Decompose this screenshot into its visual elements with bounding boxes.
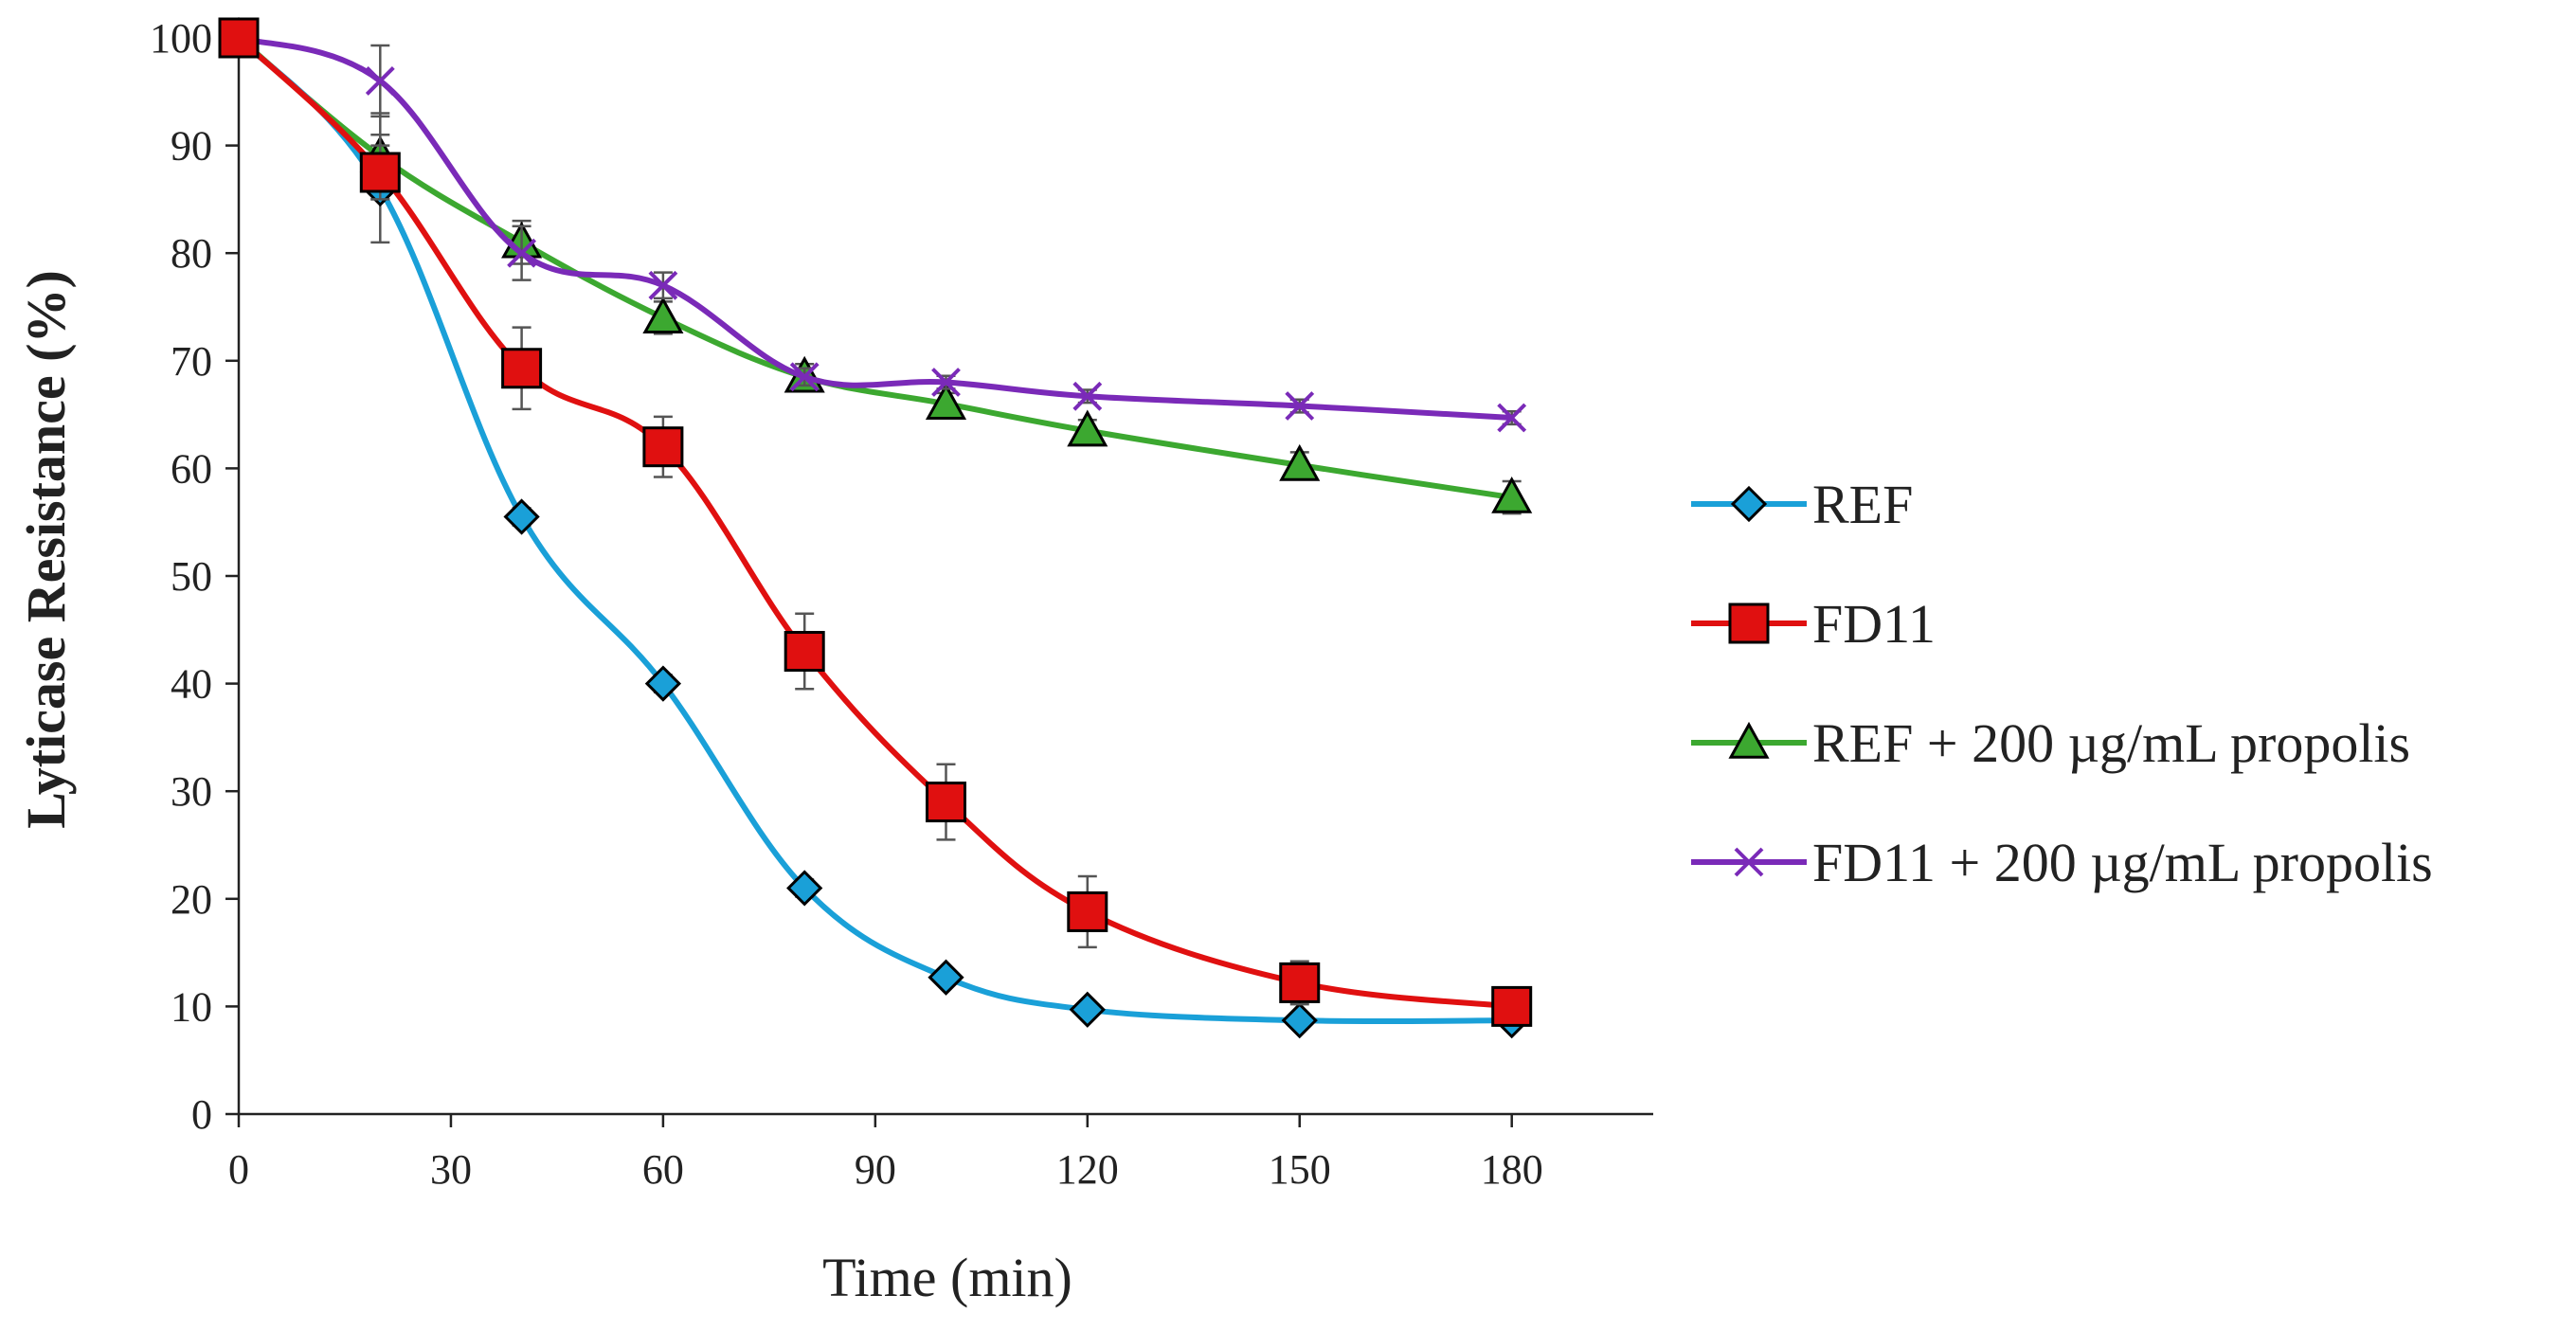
data-point bbox=[507, 238, 537, 268]
data-point bbox=[365, 66, 395, 96]
data-point bbox=[218, 17, 260, 59]
series-line bbox=[236, 35, 1512, 1025]
legend-item-2: REF + 200 µg/mL propolis bbox=[1691, 712, 2410, 774]
data-point-stroke bbox=[507, 238, 537, 268]
data-point bbox=[784, 631, 825, 673]
y-tick-label: 80 bbox=[171, 230, 212, 277]
x-tick-label: 180 bbox=[1481, 1146, 1543, 1193]
data-point bbox=[1497, 403, 1527, 433]
data-point bbox=[642, 426, 684, 468]
data-point-stroke bbox=[1072, 381, 1103, 411]
series-0 bbox=[220, 19, 1530, 1039]
data-point bbox=[786, 870, 823, 907]
data-point bbox=[503, 498, 540, 535]
legend-swatch-marker bbox=[1728, 603, 1770, 644]
data-point bbox=[1069, 991, 1106, 1028]
legend-label: FD11 bbox=[1812, 593, 1936, 655]
data-point bbox=[359, 152, 401, 193]
legend-swatch-marker bbox=[1734, 847, 1764, 877]
series-line bbox=[238, 35, 1512, 422]
x-tick-label: 120 bbox=[1056, 1146, 1119, 1193]
y-tick-label: 100 bbox=[150, 15, 212, 62]
y-tick-label: 0 bbox=[191, 1091, 212, 1138]
data-point bbox=[1067, 890, 1108, 932]
data-point bbox=[1491, 985, 1533, 1027]
data-point bbox=[1067, 409, 1108, 447]
data-point bbox=[1285, 391, 1315, 421]
y-tick-label: 10 bbox=[171, 983, 212, 1030]
series-1 bbox=[218, 17, 1533, 1027]
legend-swatch-marker bbox=[1730, 485, 1768, 523]
y-tick-label: 90 bbox=[171, 123, 212, 170]
legend: REF FD11 REF + 200 µg/mL propolis FD11 + 20… bbox=[1691, 474, 2433, 893]
series-line bbox=[236, 35, 1513, 1010]
y-tick-label: 50 bbox=[171, 553, 212, 600]
x-tick-label: 60 bbox=[642, 1146, 684, 1193]
data-point bbox=[644, 665, 682, 702]
data-point bbox=[1279, 962, 1321, 1003]
data-point bbox=[789, 362, 820, 392]
legend-item-1: FD11 bbox=[1691, 593, 1936, 655]
data-point bbox=[501, 348, 543, 389]
y-tick-label: 20 bbox=[171, 876, 212, 923]
legend-swatch-marker-stroke bbox=[1734, 847, 1764, 877]
legend-item-3: FD11 + 200 µg/mL propolis bbox=[1691, 832, 2433, 893]
legend-item-0: REF bbox=[1691, 474, 1913, 535]
series-line bbox=[237, 35, 1513, 501]
legend-label: REF bbox=[1812, 474, 1913, 535]
x-tick-label: 30 bbox=[430, 1146, 472, 1193]
data-point bbox=[931, 368, 961, 397]
y-tick-label: 40 bbox=[171, 661, 212, 708]
y-tick-label: 60 bbox=[171, 445, 212, 492]
axes: 0 10 20 30 40 50 60 70 80 90 100 0 30 60 90 120 150 180 bbox=[150, 15, 1653, 1193]
y-tick-label: 70 bbox=[171, 338, 212, 385]
x-axis-title: Time (min) bbox=[822, 1247, 1072, 1308]
y-tick-label: 30 bbox=[171, 768, 212, 815]
data-point bbox=[648, 270, 678, 300]
x-tick-label: 90 bbox=[855, 1146, 896, 1193]
data-point bbox=[928, 959, 964, 996]
data-point bbox=[1491, 476, 1533, 513]
y-axis-title: Lyticase Resistance (%) bbox=[15, 270, 77, 829]
legend-swatch-marker bbox=[1728, 721, 1770, 759]
data-point-stroke bbox=[648, 270, 678, 300]
data-point-stroke bbox=[931, 368, 961, 397]
data-point bbox=[1281, 1002, 1318, 1039]
data-point bbox=[1072, 381, 1103, 411]
data-point-stroke bbox=[1497, 403, 1527, 433]
series-layer bbox=[218, 16, 1533, 1039]
data-point bbox=[926, 782, 966, 823]
legend-label: FD11 + 200 µg/mL propolis bbox=[1812, 832, 2433, 893]
data-point-stroke bbox=[789, 362, 820, 392]
data-point bbox=[925, 383, 967, 420]
data-point-stroke bbox=[1285, 391, 1315, 421]
data-point bbox=[642, 297, 684, 334]
data-point bbox=[1279, 443, 1321, 481]
legend-label: REF + 200 µg/mL propolis bbox=[1812, 712, 2410, 774]
x-tick-label: 0 bbox=[228, 1146, 249, 1193]
x-tick-label: 150 bbox=[1269, 1146, 1331, 1193]
data-point-stroke bbox=[365, 66, 395, 96]
